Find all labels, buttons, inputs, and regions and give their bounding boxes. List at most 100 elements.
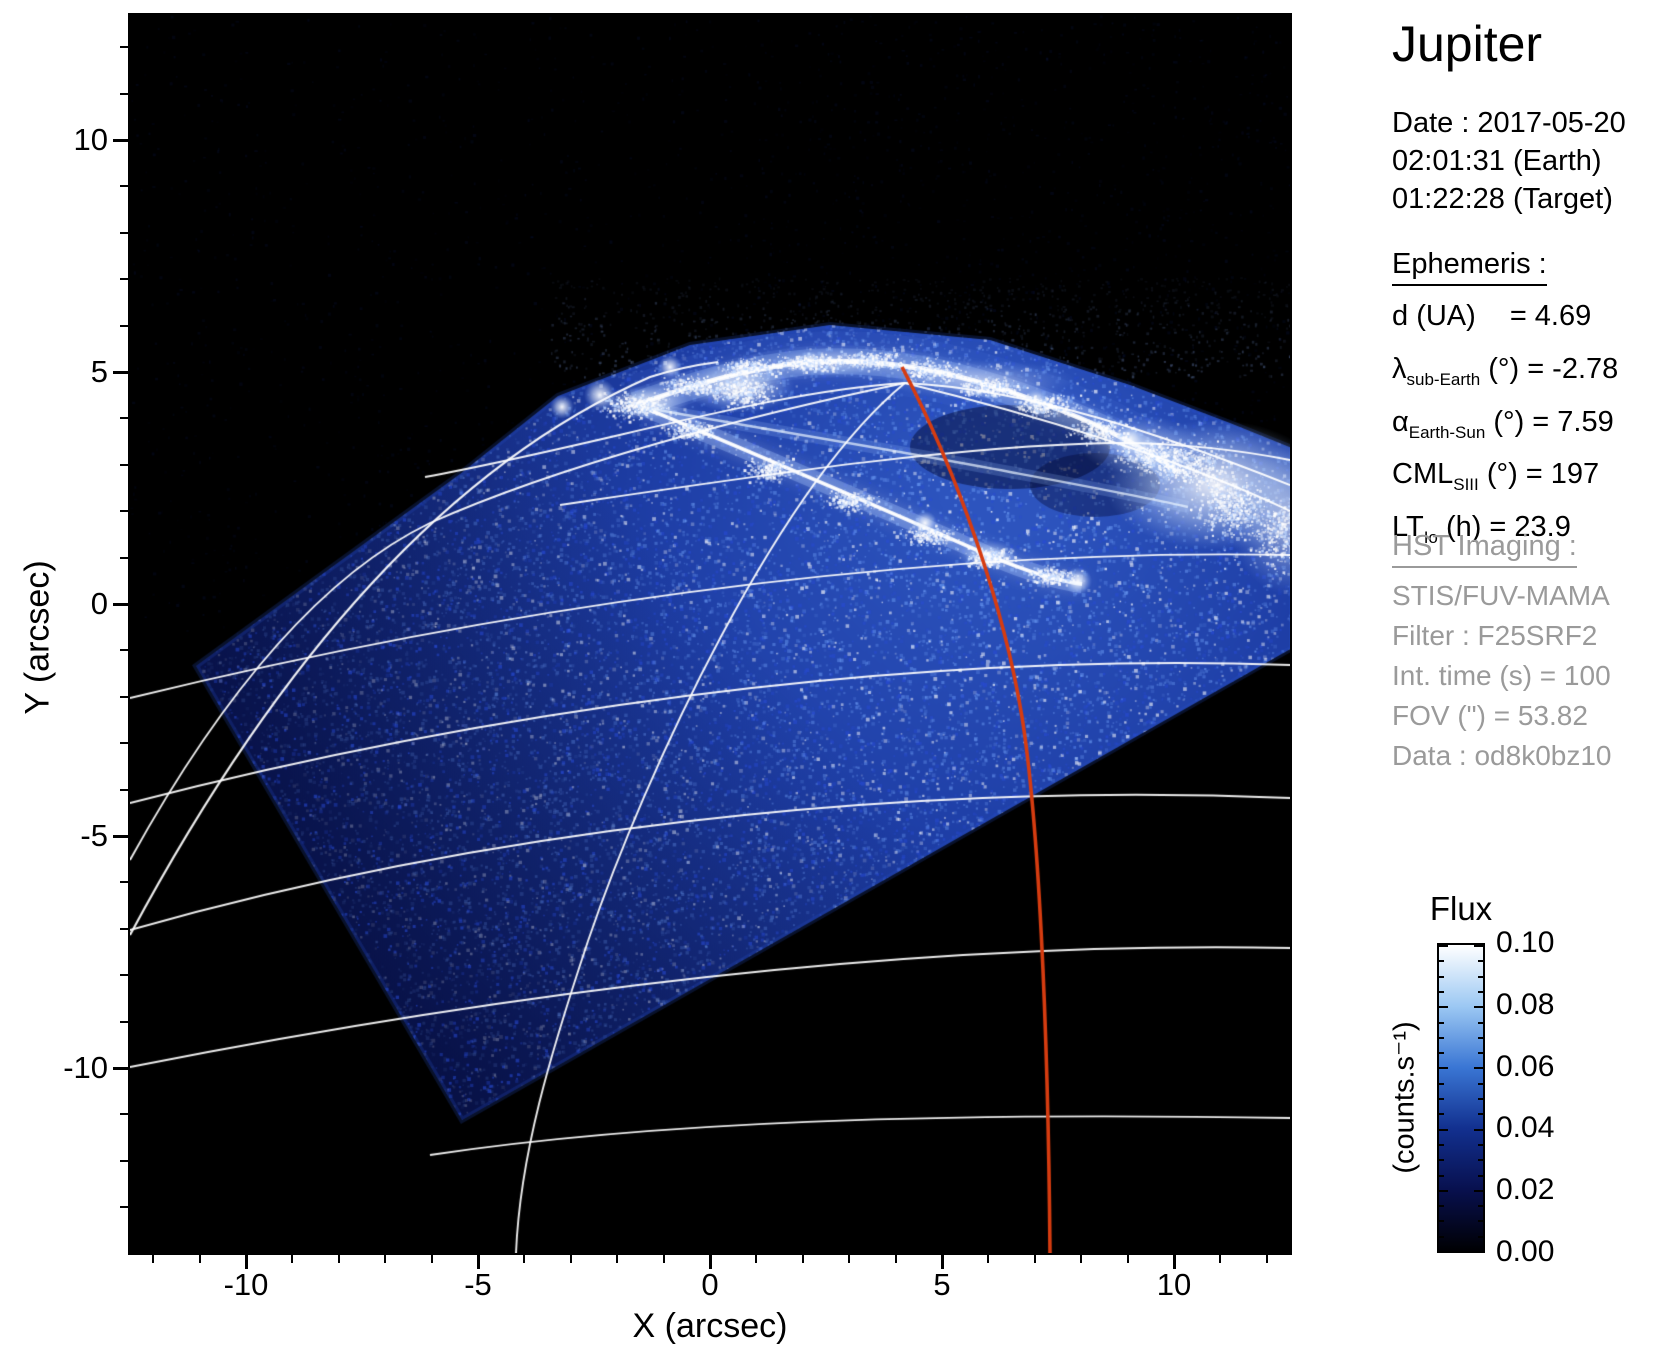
x-axis-minor-tick xyxy=(384,1255,387,1263)
colorbar-inner-tick xyxy=(1474,1189,1483,1192)
colorbar-tick-label: 0.10 xyxy=(1496,926,1555,959)
y-axis-minor-tick xyxy=(120,231,128,234)
colorbar-inner-tick xyxy=(1439,1251,1448,1253)
colorbar-inner-tick xyxy=(1478,1143,1483,1146)
colorbar-inner-tick xyxy=(1478,975,1483,978)
y-axis-minor-tick xyxy=(120,695,128,698)
x-axis-minor-tick xyxy=(1126,1255,1129,1263)
ephemeris-value: = -2.78 xyxy=(1527,352,1619,385)
x-axis-minor-tick xyxy=(987,1255,990,1263)
hst-imaging-heading: HST Imaging : xyxy=(1392,530,1577,568)
ephemeris-row-phase-angle: αEarth-Sun (°) = 7.59 xyxy=(1392,401,1618,454)
y-axis-minor-tick xyxy=(120,974,128,977)
colorbar-inner-tick xyxy=(1439,1052,1444,1055)
x-axis-minor-tick xyxy=(198,1255,201,1263)
x-axis-minor-tick xyxy=(801,1255,804,1263)
colorbar-inner-tick xyxy=(1478,990,1483,993)
observation-time-target: 01:22:28 (Target) xyxy=(1392,183,1613,215)
observation-date: Date : 2017-05-20 xyxy=(1392,107,1626,139)
colorbar-inner-tick xyxy=(1439,1128,1448,1131)
x-tick-label: 0 xyxy=(701,1267,719,1302)
y-axis-minor-tick xyxy=(120,1206,128,1209)
colorbar-inner-tick xyxy=(1439,1220,1444,1223)
ephemeris-value: = 7.59 xyxy=(1532,405,1614,438)
x-axis-minor-tick xyxy=(337,1255,340,1263)
ephemeris-value: = 197 xyxy=(1525,458,1600,491)
x-axis-minor-tick xyxy=(1033,1255,1036,1263)
colorbar-inner-tick xyxy=(1439,1021,1444,1024)
x-tick-label: 5 xyxy=(933,1267,951,1302)
observation-time-earth: 02:01:31 (Earth) xyxy=(1392,145,1602,177)
x-axis-minor-tick xyxy=(1080,1255,1083,1263)
x-axis-minor-tick xyxy=(616,1255,619,1263)
y-axis-minor-tick xyxy=(120,881,128,884)
x-axis-major-tick xyxy=(1172,1255,1176,1269)
colorbar-inner-tick xyxy=(1478,1235,1483,1238)
colorbar-inner-tick xyxy=(1439,1082,1444,1085)
y-axis-minor-tick xyxy=(120,556,128,559)
colorbar-inner-tick xyxy=(1478,1021,1483,1024)
x-tick-label: 10 xyxy=(1156,1267,1192,1302)
ephemeris-subscript: Io xyxy=(1423,527,1438,547)
x-axis-major-tick xyxy=(708,1255,712,1269)
colorbar-inner-tick xyxy=(1439,960,1444,963)
colorbar-inner-tick xyxy=(1478,1082,1483,1085)
y-axis-minor-tick xyxy=(120,463,128,466)
colorbar-inner-tick xyxy=(1478,1052,1483,1055)
x-axis-minor-tick xyxy=(894,1255,897,1263)
x-axis-major-tick xyxy=(940,1255,944,1269)
ephemeris-unit: (°) xyxy=(1486,458,1518,491)
ephemeris-row-cml: CMLSIII (°) = 197 xyxy=(1392,453,1618,506)
ephemeris-unit: (°) xyxy=(1493,405,1525,438)
colorbar-tick-label: 0.02 xyxy=(1496,1173,1555,1206)
colorbar-tick-label: 0.04 xyxy=(1496,1111,1555,1144)
colorbar-inner-tick xyxy=(1474,1067,1483,1070)
x-axis-minor-tick xyxy=(755,1255,758,1263)
colorbar-inner-tick xyxy=(1439,1189,1448,1192)
ephemeris-symbol: α xyxy=(1392,405,1409,438)
colorbar-inner-tick xyxy=(1478,1174,1483,1177)
colorbar xyxy=(1437,943,1485,1253)
ephemeris-value: = 23.9 xyxy=(1489,511,1571,544)
figure-title: Jupiter xyxy=(1392,16,1543,72)
colorbar-unit-label: (counts.s⁻¹) xyxy=(1388,1021,1421,1174)
ephemeris-row-io-local-time: LTIo (h) = 23.9 xyxy=(1392,506,1618,559)
x-axis-minor-tick xyxy=(152,1255,155,1263)
ephemeris-symbol: CML xyxy=(1392,458,1454,491)
y-axis-minor-tick xyxy=(120,510,128,513)
y-tick-label: 10 xyxy=(73,122,108,157)
y-tick-label: -10 xyxy=(63,1050,108,1085)
ephemeris-unit: (°) xyxy=(1488,352,1520,385)
y-axis-major-tick xyxy=(113,370,128,374)
hst-filter: Filter : F25SRF2 xyxy=(1392,620,1598,651)
y-axis-major-tick xyxy=(113,602,128,606)
colorbar-tick-label: 0.06 xyxy=(1496,1050,1555,1083)
hst-imaging-block: HST Imaging : STIS/FUV-MAMA Filter : F25… xyxy=(1392,530,1612,776)
y-axis-minor-tick xyxy=(120,742,128,745)
colorbar-inner-tick xyxy=(1439,1098,1444,1100)
colorbar-inner-tick xyxy=(1439,1235,1444,1238)
hst-dataset: Data : od8k0bz10 xyxy=(1392,740,1612,771)
x-axis-major-tick xyxy=(244,1255,248,1269)
x-axis-minor-tick xyxy=(291,1255,294,1263)
colorbar-title: Flux xyxy=(1429,890,1493,927)
colorbar-inner-tick xyxy=(1474,1251,1483,1253)
colorbar-inner-tick xyxy=(1478,1159,1483,1162)
y-axis-label: Y (arcsec) xyxy=(18,560,57,715)
x-axis-major-tick xyxy=(476,1255,480,1269)
ephemeris-subscript: sub-Earth xyxy=(1406,369,1481,389)
hst-fov: FOV (") = 53.82 xyxy=(1392,700,1588,731)
y-axis-major-tick xyxy=(113,834,128,838)
colorbar-inner-tick xyxy=(1439,1174,1444,1177)
colorbar-inner-tick xyxy=(1439,1143,1444,1146)
x-axis-minor-tick xyxy=(430,1255,433,1263)
y-axis-minor-tick xyxy=(120,649,128,652)
x-axis-minor-tick xyxy=(1219,1255,1222,1263)
colorbar-inner-tick xyxy=(1478,960,1483,963)
y-axis-minor-tick xyxy=(120,278,128,281)
ephemeris-symbol: LT xyxy=(1392,511,1424,544)
aurora-image-canvas xyxy=(130,15,1290,1253)
x-axis-minor-tick xyxy=(848,1255,851,1263)
colorbar-tick-label: 0.00 xyxy=(1496,1235,1555,1268)
plot-area xyxy=(128,13,1292,1255)
